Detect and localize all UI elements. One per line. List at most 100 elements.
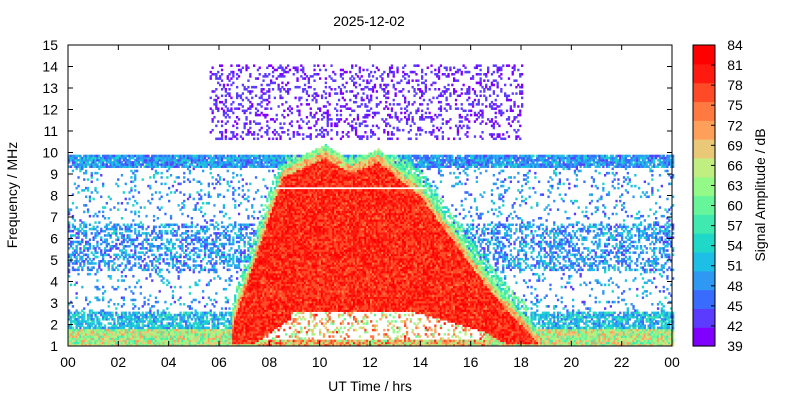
heatmap-cell bbox=[264, 251, 267, 254]
heatmap-cell bbox=[279, 236, 282, 239]
heatmap-cell bbox=[249, 326, 252, 330]
heatmap-cell bbox=[275, 206, 278, 209]
heatmap-cell bbox=[277, 341, 280, 345]
heatmap-cell bbox=[234, 264, 237, 267]
heatmap-cell bbox=[92, 330, 95, 334]
heatmap-cell bbox=[192, 333, 195, 336]
heatmap-cell bbox=[154, 322, 158, 325]
heatmap-cell bbox=[264, 159, 267, 162]
heatmap-cell bbox=[253, 156, 256, 160]
heatmap-cell bbox=[279, 171, 282, 175]
heatmap-cell bbox=[175, 330, 178, 334]
heatmap-cell bbox=[152, 337, 156, 340]
heatmap-cell bbox=[71, 159, 75, 162]
heatmap-cell bbox=[217, 109, 220, 113]
heatmap-cell bbox=[173, 339, 176, 343]
heatmap-cell bbox=[86, 186, 90, 190]
heatmap-cell bbox=[239, 225, 243, 229]
heatmap-cell bbox=[236, 255, 239, 259]
heatmap-cell bbox=[196, 159, 199, 162]
heatmap-cell bbox=[209, 253, 212, 257]
heatmap-cell bbox=[168, 159, 171, 162]
heatmap-cell bbox=[160, 223, 163, 227]
heatmap-cell bbox=[253, 309, 256, 312]
heatmap-cell bbox=[124, 225, 127, 229]
heatmap-cell bbox=[271, 195, 275, 199]
heatmap-cell bbox=[126, 163, 129, 166]
heatmap-cell bbox=[213, 266, 216, 269]
heatmap-cell bbox=[68, 326, 71, 330]
heatmap-cell bbox=[277, 298, 280, 302]
heatmap-cell bbox=[68, 324, 71, 328]
heatmap-cell bbox=[237, 234, 241, 237]
heatmap-cell bbox=[173, 315, 176, 319]
heatmap-cell bbox=[98, 159, 101, 162]
heatmap-cell bbox=[202, 320, 205, 323]
heatmap-cell bbox=[270, 223, 273, 227]
heatmap-cell bbox=[75, 313, 78, 317]
heatmap-cell bbox=[262, 249, 265, 252]
heatmap-cell bbox=[122, 236, 125, 239]
heatmap-cell bbox=[247, 79, 250, 82]
heatmap-cell bbox=[194, 320, 197, 323]
heatmap-cell bbox=[247, 270, 250, 274]
heatmap-cell bbox=[141, 240, 144, 244]
heatmap-cell bbox=[94, 189, 97, 192]
heatmap-cell bbox=[271, 318, 275, 321]
heatmap-cell bbox=[268, 156, 271, 160]
heatmap-cell bbox=[251, 242, 254, 246]
heatmap-cell bbox=[226, 320, 229, 323]
heatmap-cell bbox=[253, 300, 256, 304]
heatmap-cell bbox=[281, 251, 284, 254]
heatmap-cell bbox=[205, 328, 209, 332]
heatmap-cell bbox=[88, 268, 92, 272]
heatmap-cell bbox=[230, 328, 233, 332]
heatmap-cell bbox=[83, 204, 86, 207]
heatmap-cell bbox=[249, 277, 252, 280]
heatmap-cell bbox=[251, 272, 254, 276]
heatmap-cell bbox=[100, 238, 103, 242]
heatmap-cell bbox=[147, 339, 150, 343]
heatmap-cell bbox=[86, 156, 90, 160]
heatmap-cell bbox=[277, 262, 280, 265]
heatmap-cell bbox=[124, 251, 127, 254]
heatmap-cell bbox=[185, 324, 188, 328]
heatmap-cell bbox=[243, 324, 246, 328]
heatmap-cell bbox=[219, 182, 222, 186]
heatmap-cell bbox=[279, 182, 282, 186]
heatmap-cell bbox=[251, 161, 254, 164]
heatmap-cell bbox=[258, 335, 261, 338]
heatmap-cell bbox=[147, 333, 150, 336]
heatmap-cell bbox=[234, 199, 237, 203]
heatmap-cell bbox=[149, 294, 152, 297]
heatmap-cell bbox=[134, 333, 137, 336]
heatmap-cell bbox=[213, 103, 216, 106]
heatmap-cell bbox=[71, 268, 75, 272]
heatmap-cell bbox=[196, 324, 199, 328]
heatmap-cell bbox=[230, 165, 233, 168]
heatmap-cell bbox=[249, 279, 252, 282]
heatmap-cell bbox=[126, 260, 129, 263]
heatmap-cell bbox=[79, 335, 82, 338]
heatmap-cell bbox=[245, 165, 248, 168]
heatmap-cell bbox=[130, 176, 133, 179]
heatmap-cell bbox=[168, 315, 171, 319]
heatmap-cell bbox=[220, 73, 224, 76]
heatmap-cell bbox=[220, 260, 224, 263]
heatmap-cell bbox=[102, 154, 105, 158]
heatmap-cell bbox=[151, 159, 154, 162]
heatmap-cell bbox=[181, 247, 184, 250]
heatmap-cell bbox=[88, 197, 92, 201]
heatmap-cell bbox=[268, 324, 271, 328]
heatmap-cell bbox=[137, 337, 141, 340]
heatmap-cell bbox=[128, 262, 131, 265]
heatmap-cell bbox=[102, 315, 105, 319]
heatmap-cell bbox=[79, 163, 82, 166]
heatmap-cell bbox=[264, 131, 267, 134]
heatmap-cell bbox=[230, 339, 233, 343]
heatmap-cell bbox=[183, 193, 186, 196]
heatmap-cell bbox=[86, 333, 90, 336]
heatmap-cell bbox=[281, 272, 284, 276]
heatmap-cell bbox=[213, 225, 216, 229]
heatmap-cell bbox=[251, 343, 254, 347]
